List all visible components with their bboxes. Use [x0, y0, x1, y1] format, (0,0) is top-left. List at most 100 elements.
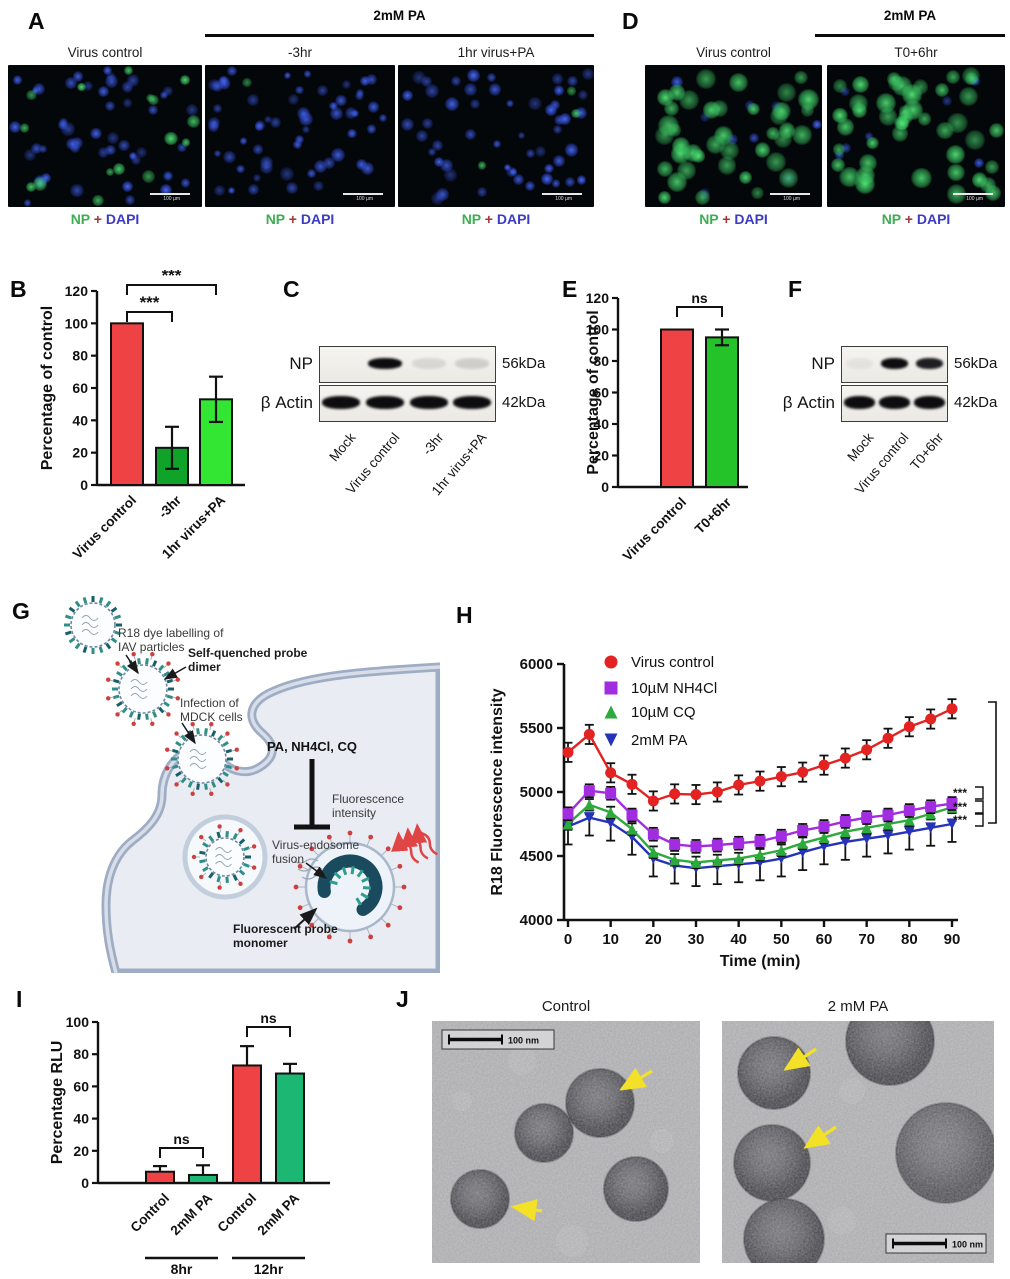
- np-positive-cell: [947, 163, 965, 182]
- dapi-stained-nucleus: [528, 96, 542, 111]
- protein-band: [412, 358, 446, 369]
- spike-protein: [112, 694, 120, 700]
- y-tick-label: 80: [593, 353, 609, 369]
- dapi-stained-nucleus: [412, 71, 426, 85]
- probe-stem: [301, 903, 310, 908]
- r18-probe-dot: [174, 782, 179, 787]
- label-infection-line1: Infection of: [180, 696, 239, 710]
- significance-label: ***: [953, 800, 967, 814]
- spike-protein: [217, 734, 224, 742]
- spike-protein: [196, 783, 200, 790]
- scale-bar-label: 100 µm: [966, 196, 983, 202]
- data-point: [861, 812, 873, 824]
- fluorescence-micrograph-t0-6hr: 100 µm: [827, 65, 1005, 207]
- panel-a-col-title-1: Virus control: [67, 45, 143, 60]
- label-fluorescence-line2: intensity: [332, 806, 376, 820]
- viral-rna: [130, 679, 148, 685]
- label-inhibitors: PA, NH4Cl, CQ: [267, 739, 357, 754]
- data-point: [839, 752, 851, 764]
- spike-protein: [82, 596, 88, 604]
- label-fusion-line2: fusion: [272, 852, 304, 866]
- protein-band: [845, 358, 873, 369]
- data-point: [605, 787, 617, 799]
- fusion-assay-schematic: R18 dye labelling of IAV particles Self-…: [10, 595, 445, 978]
- virus-pointer-arrow: [619, 1067, 653, 1091]
- spike-protein: [225, 748, 233, 754]
- dapi-stained-nucleus: [106, 131, 120, 144]
- data-point: [626, 823, 638, 835]
- dapi-stained-nucleus: [8, 121, 22, 134]
- dapi-stained-nucleus: [493, 139, 502, 148]
- dapi-stained-nucleus: [106, 71, 116, 82]
- np-positive-cell: [833, 78, 848, 94]
- spike-protein: [74, 600, 81, 608]
- viral-rna: [293, 858, 319, 864]
- data-point: [903, 826, 915, 838]
- spike-protein: [187, 781, 193, 788]
- viral-rna: [81, 615, 99, 621]
- label-r18-line2: IAV particles: [118, 640, 184, 654]
- np-positive-cell: [713, 125, 733, 145]
- r18-probe-dot: [209, 791, 214, 796]
- np-positive-cell: [694, 190, 710, 206]
- spike-protein: [341, 866, 348, 876]
- dapi-stained-nucleus: [840, 142, 852, 154]
- label-fluorescence-line1: Fluorescence: [332, 792, 404, 806]
- dapi-stained-nucleus: [347, 128, 357, 138]
- dapi-stained-nucleus: [65, 76, 78, 89]
- dapi-stained-nucleus: [564, 143, 578, 157]
- dapi-stained-nucleus: [214, 185, 226, 197]
- legend-label: Virus control: [631, 654, 714, 671]
- fluorescence-micrograph-minus3hr: 100 µm: [205, 65, 395, 207]
- scale-bar-label: 100 µm: [555, 196, 572, 202]
- np-positive-cell: [720, 140, 740, 161]
- dapi-stained-nucleus: [283, 72, 291, 80]
- np-positive-cell: [717, 156, 737, 175]
- np-positive-cell: [92, 194, 104, 207]
- dapi-stained-nucleus: [105, 144, 116, 156]
- dapi-stained-nucleus: [335, 94, 347, 107]
- spike-protein: [232, 833, 238, 840]
- data-point: [925, 822, 937, 834]
- western-blot-f: NP 56kDa β Actin 42kDa Mock Virus control T0+6…: [780, 270, 1010, 580]
- dapi-stained-nucleus: [973, 158, 984, 169]
- np-positive-cell: [738, 171, 752, 184]
- dapi-stained-nucleus: [90, 127, 102, 139]
- y-tick-label: 4500: [520, 848, 553, 865]
- np-positive-cell: [794, 70, 808, 84]
- y-axis-title: Percentage of control: [39, 306, 56, 470]
- r18-probe-dot: [293, 884, 299, 890]
- spike-protein: [68, 637, 76, 644]
- dapi-stained-nucleus: [416, 130, 429, 142]
- dapi-stained-nucleus: [61, 122, 76, 136]
- group-label: 8hr: [171, 1261, 193, 1277]
- dapi-stained-nucleus: [425, 83, 440, 98]
- spike-protein: [211, 781, 217, 788]
- panel-label-f: F: [788, 276, 803, 302]
- data-point: [775, 830, 787, 842]
- molecular-weight-label: 56kDa: [954, 355, 998, 372]
- data-point: [903, 721, 915, 733]
- dapi-stained-nucleus: [31, 143, 43, 155]
- r18-probe-dot: [191, 854, 197, 860]
- data-point: [669, 854, 681, 866]
- significance-bracket: [159, 1147, 204, 1158]
- np-positive-cell: [33, 177, 47, 191]
- line-chart-svg: 4000 4500 5000 5500 6000 0 10 20 30 40 50 60 70 80 90 T…: [489, 654, 997, 970]
- data-point: [946, 798, 958, 810]
- dapi-stained-nucleus: [123, 98, 133, 108]
- protein-band: [913, 396, 945, 409]
- r18-probe-dot: [385, 846, 391, 852]
- r18-probe-dot: [326, 934, 332, 940]
- dapi-stained-nucleus: [317, 85, 329, 97]
- dapi-stained-nucleus: [23, 199, 32, 207]
- label-self-quenched-line1: Self-quenched probe: [188, 646, 308, 660]
- dapi-stained-nucleus: [302, 126, 310, 134]
- data-point: [583, 785, 595, 797]
- spike-protein: [158, 664, 165, 672]
- spike-protein: [114, 614, 122, 620]
- dapi-stained-nucleus: [558, 113, 571, 126]
- spike-protein: [175, 740, 182, 747]
- significance-bracket: [246, 1026, 291, 1037]
- dapi-stained-nucleus: [313, 180, 325, 192]
